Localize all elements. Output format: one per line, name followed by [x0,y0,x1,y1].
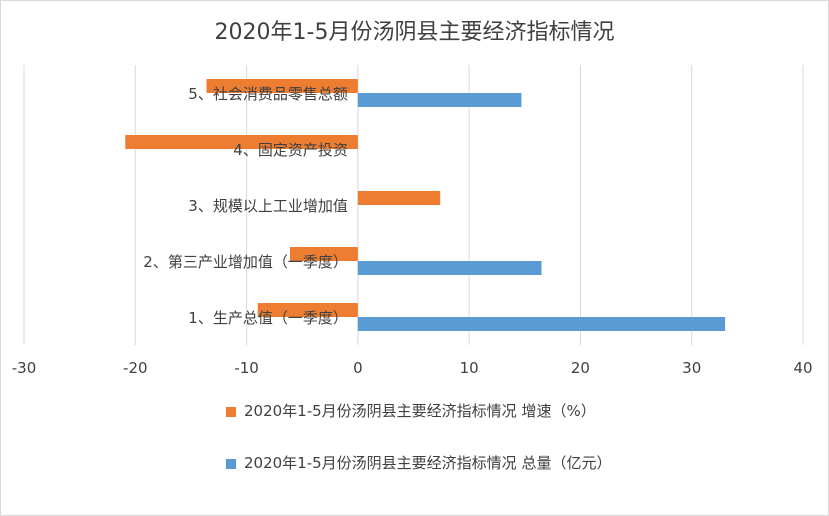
x-tick-label: 0 [353,359,363,377]
bar [357,191,441,205]
x-tick-label: -10 [234,359,259,377]
category-label: 1、生产总值（一季度） [188,309,348,327]
bar [357,317,726,331]
legend-label-growth: 2020年1-5月份汤阴县主要经济指标情况 增速（%） [244,402,596,420]
bar [289,247,358,261]
bar [125,135,358,149]
x-tick-label: 10 [460,359,479,377]
legend-swatch-growth [226,407,236,417]
bar [357,261,542,275]
legend-label-total: 2020年1-5月份汤阴县主要经济指标情况 总量（亿元） [244,454,612,472]
bar [206,79,358,93]
legend-swatch-total [226,459,236,469]
x-tick-label: 30 [682,359,701,377]
x-tick-label: 20 [571,359,590,377]
chart-title: 2020年1-5月份汤阴县主要经济指标情况 [214,20,615,45]
category-label: 3、规模以上工业增加值 [188,197,348,215]
x-tick-label: 40 [793,359,812,377]
category-label: 2、第三产业增加值（一季度） [143,253,348,271]
category-label: 5、社会消费品零售总额 [188,85,348,103]
x-tick-label: -20 [123,359,148,377]
bar [257,303,358,317]
bar [357,93,522,107]
x-tick-label: -30 [12,359,37,377]
category-label: 4、固定资产投资 [233,141,348,159]
